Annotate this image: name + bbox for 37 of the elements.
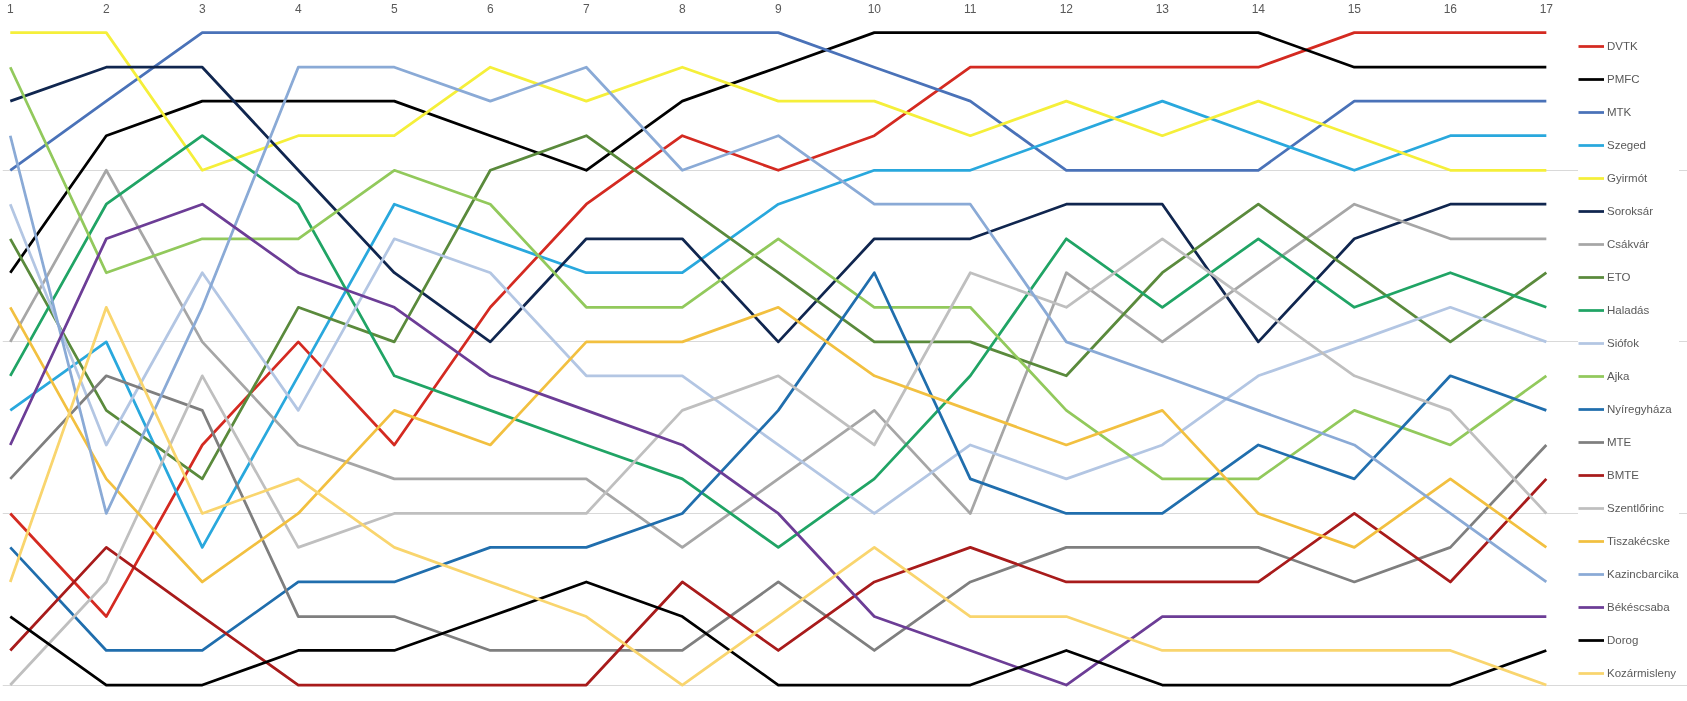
x-tick-label: 2	[102, 1, 110, 16]
legend-label: Szentlőrinc	[1607, 501, 1665, 516]
legend-label: DVTK	[1607, 39, 1639, 54]
legend-label: MTK	[1607, 105, 1633, 120]
x-tick-label: 17	[1539, 1, 1554, 16]
legend-label: MTE	[1607, 435, 1633, 450]
legend-label: Ajka	[1607, 369, 1631, 384]
x-tick-label: 1	[6, 1, 14, 16]
x-tick-label: 8	[678, 1, 686, 16]
x-tick-label: 14	[1251, 1, 1266, 16]
x-tick-label: 15	[1347, 1, 1362, 16]
legend-label: Szeged	[1607, 138, 1647, 153]
legend-label: ETO	[1607, 270, 1632, 285]
x-tick-label: 16	[1443, 1, 1458, 16]
x-tick-label: 10	[867, 1, 882, 16]
legend-label: Haladás	[1607, 303, 1651, 318]
legend-label: BMTE	[1607, 468, 1640, 483]
x-tick-label: 5	[390, 1, 398, 16]
legend-label: Kazincbarcika	[1607, 567, 1679, 582]
legend-label: Békéscsaba	[1607, 600, 1671, 615]
x-tick-label: 9	[774, 1, 782, 16]
x-tick-label: 3	[198, 1, 206, 16]
x-tick-label: 4	[294, 1, 302, 16]
legend-label: PMFC	[1607, 72, 1641, 87]
x-tick-label: 7	[582, 1, 590, 16]
legend-label: Soroksár	[1607, 204, 1655, 219]
x-tick-label: 6	[486, 1, 494, 16]
x-tick-label: 13	[1155, 1, 1170, 16]
legend-label: Nyíregyháza	[1607, 402, 1673, 417]
legend-label: Dorog	[1607, 633, 1640, 648]
legend-label: Csákvár	[1607, 237, 1651, 252]
x-tick-label: 11	[964, 1, 977, 16]
legend-label: Kozármisleny	[1607, 666, 1678, 681]
legend-label: Siófok	[1607, 336, 1640, 351]
x-tick-label: 12	[1059, 1, 1074, 16]
legend-label: Gyirmót	[1607, 171, 1649, 186]
legend-label: Tiszakécske	[1607, 534, 1671, 549]
